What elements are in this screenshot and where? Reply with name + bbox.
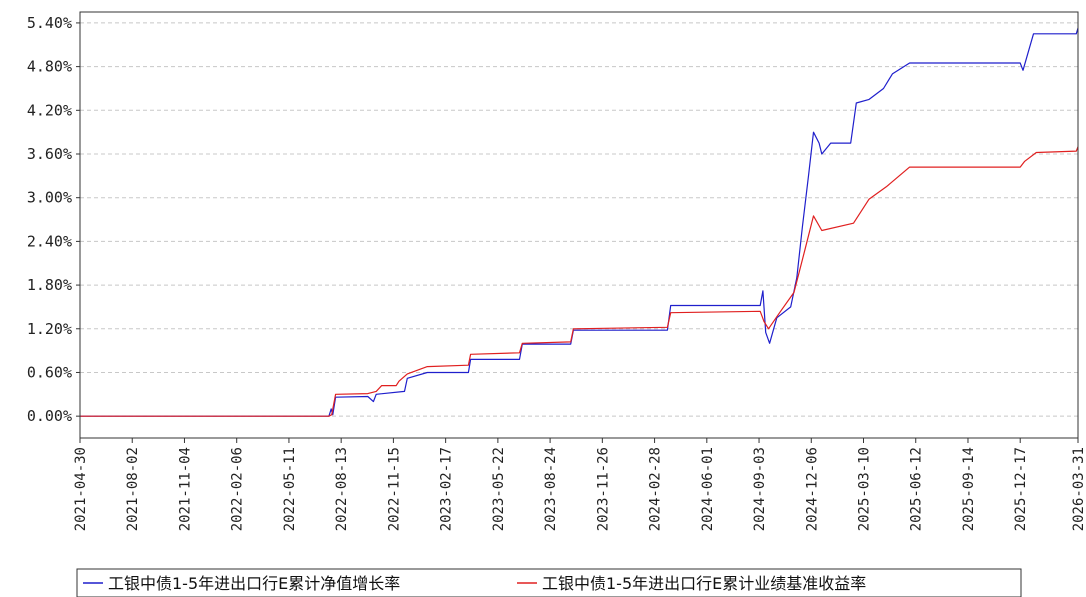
y-tick-label: 4.80% [27, 58, 72, 76]
x-tick-label: 2021-04-30 [73, 447, 89, 531]
x-tick-label: 2023-11-26 [595, 447, 611, 531]
x-tick-label: 2025-06-12 [909, 447, 925, 531]
series-lines [80, 27, 1079, 417]
x-axis-ticks: 2021-04-30 2021-08-02 2021-11-04 2022-02-06… [73, 438, 1086, 531]
legend-label-benchmark: 工银中债1-5年进出口行E累计业绩基准收益率 [542, 574, 866, 593]
x-tick-label: 2022-02-06 [230, 447, 246, 531]
x-tick-label: 2023-05-22 [491, 447, 507, 531]
y-tick-label: 2.40% [27, 232, 72, 250]
y-tick-label: 5.40% [27, 14, 72, 32]
x-tick-label: 2023-02-17 [439, 447, 455, 531]
x-tick-label: 2022-05-11 [282, 447, 298, 531]
plot-frame [79, 11, 1079, 439]
x-tick-label: 2021-11-04 [177, 447, 193, 531]
series-line-1 [80, 27, 1079, 417]
y-tick-label: 0.60% [27, 363, 72, 381]
x-tick-label: 2023-08-24 [543, 447, 559, 531]
x-tick-label: 2022-08-13 [334, 447, 350, 531]
x-tick-label: 2024-12-06 [804, 447, 820, 531]
x-tick-label: 2021-08-02 [125, 447, 141, 531]
y-axis-ticks: 0.00% 0.60% 1.20% 1.80% 2.40% 3.00% 3.60% 4.20%… [27, 14, 80, 425]
x-tick-label: 2025-09-14 [961, 447, 977, 531]
y-tick-label: 3.00% [27, 189, 72, 207]
y-tick-label: 4.20% [27, 101, 72, 119]
y-tick-label: 3.60% [27, 145, 72, 163]
x-tick-label: 2025-03-10 [857, 447, 873, 531]
series-line-2 [80, 146, 1079, 417]
legend-label-net-value: 工银中债1-5年进出口行E累计净值增长率 [108, 574, 400, 593]
x-tick-label: 2024-06-01 [700, 447, 716, 531]
x-tick-label: 2024-09-03 [752, 447, 768, 531]
legend: 工银中债1-5年进出口行E累计净值增长率 工银中债1-5年进出口行E累计业绩基准… [76, 568, 1022, 597]
x-tick-label: 2026-03-31 [1071, 447, 1086, 531]
y-tick-label: 1.20% [27, 320, 72, 338]
y-tick-label: 0.00% [27, 407, 72, 425]
x-tick-label: 2024-02-28 [648, 447, 664, 531]
x-tick-label: 2025-12-17 [1013, 447, 1029, 531]
y-tick-label: 1.80% [27, 276, 72, 294]
x-tick-label: 2022-11-15 [386, 447, 402, 531]
legend-box [76, 568, 1022, 597]
